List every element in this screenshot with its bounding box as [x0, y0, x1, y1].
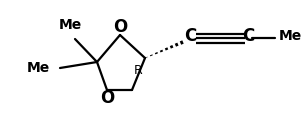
- Text: Me: Me: [26, 61, 50, 75]
- Text: O: O: [113, 18, 127, 36]
- Text: C: C: [184, 27, 196, 45]
- Text: Me: Me: [58, 18, 82, 32]
- Text: C: C: [242, 27, 254, 45]
- Text: Me: Me: [278, 29, 302, 43]
- Text: O: O: [100, 89, 114, 107]
- Text: R: R: [134, 64, 142, 77]
